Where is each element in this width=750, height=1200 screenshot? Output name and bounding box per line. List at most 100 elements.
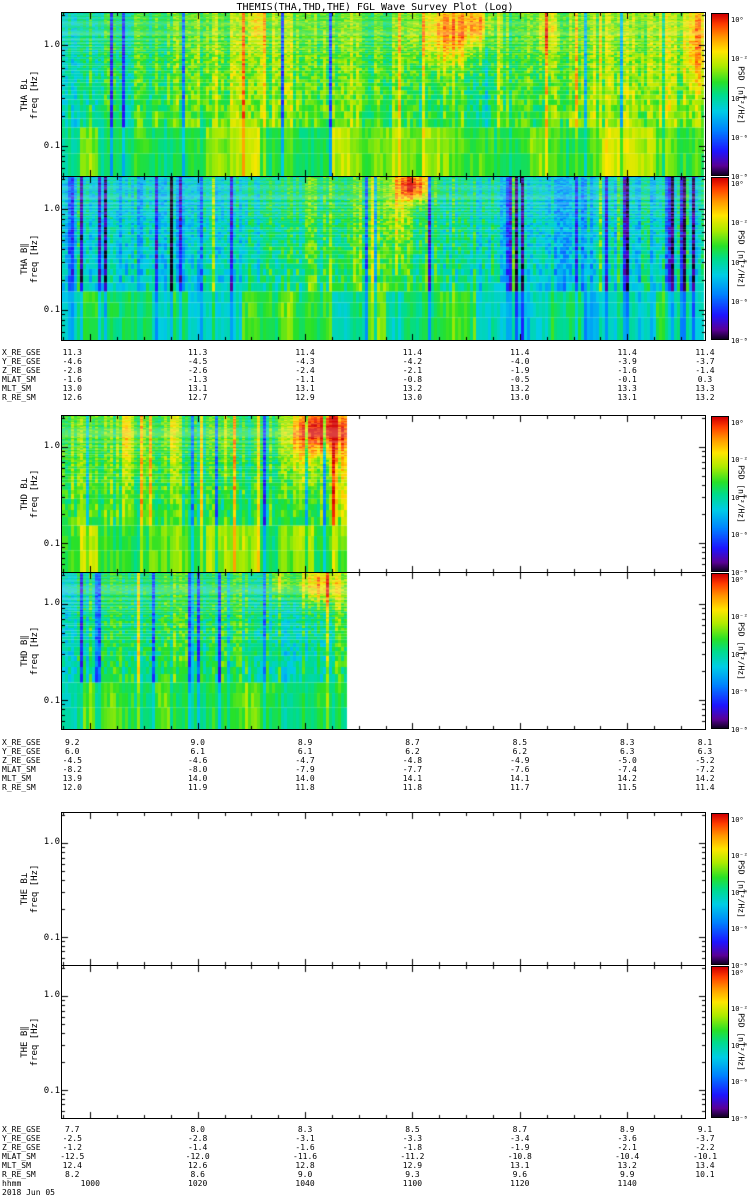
colorbar-tick-label: 10⁻⁴ bbox=[731, 1041, 748, 1050]
ephemeris-value: 13.1 bbox=[295, 384, 315, 393]
ephemeris-row: MLAT_SM -8.2 -8.0 -7.9 -7.7 -7.6 -7.4 -7.2 bbox=[0, 765, 750, 774]
colorbar bbox=[711, 813, 729, 965]
time-tick-label: 1040 bbox=[295, 1179, 315, 1188]
ephemeris-value: -0.1 bbox=[617, 375, 637, 384]
time-tick-label: 1100 bbox=[402, 1179, 423, 1188]
ephemeris-value: -4.5 bbox=[188, 357, 208, 366]
spectrogram-canvas bbox=[62, 13, 705, 176]
panel-y-label: THD B∥ freq [Hz] bbox=[20, 627, 40, 676]
ephemeris-value: -2.6 bbox=[188, 366, 208, 375]
panel-y-label: THA B∥ freq [Hz] bbox=[20, 234, 40, 283]
psd-axis-label: PSD [nT²/Hz] bbox=[736, 65, 746, 124]
spectrogram-panel-5 bbox=[61, 965, 706, 1119]
panel-component-label: THA B∥ bbox=[20, 242, 30, 275]
ephemeris-row-label: Z_RE_GSE bbox=[2, 756, 41, 765]
ephemeris-value: -0.5 bbox=[510, 375, 530, 384]
colorbar-tick-label: 10⁻⁶ bbox=[731, 688, 748, 697]
spectrogram-panel-4 bbox=[61, 812, 706, 966]
time-tick-label: 1020 bbox=[188, 1179, 208, 1188]
ephemeris-value: 9.2 bbox=[65, 738, 80, 747]
ephemeris-value: 12.6 bbox=[188, 1161, 208, 1170]
ephemeris-value: -11.2 bbox=[400, 1152, 425, 1161]
panel-component-label: THE B∥ bbox=[20, 1026, 30, 1058]
ephemeris-row-label: Z_RE_GSE bbox=[2, 1143, 41, 1152]
spectrogram-canvas bbox=[62, 416, 705, 572]
spectrogram-canvas bbox=[62, 813, 705, 965]
freq-axis-label: freq [Hz] bbox=[30, 864, 40, 914]
psd-axis-label: PSD [nT²/Hz] bbox=[736, 860, 746, 918]
ephemeris-value: -5.0 bbox=[617, 756, 637, 765]
ephemeris-row-label: R_RE_SM bbox=[2, 393, 36, 402]
ephemeris-value: 11.8 bbox=[402, 783, 423, 792]
ephemeris-row: Y_RE_GSE 6.0 6.1 6.1 6.2 6.2 6.3 6.3 bbox=[0, 747, 750, 756]
colorbar-tick-label: 10⁻⁸ bbox=[731, 962, 748, 970]
freq-tick-label-1hz: 1.0 bbox=[43, 441, 60, 452]
ephemeris-value: -7.9 bbox=[295, 765, 315, 774]
ephemeris-row: MLT_SM 13.9 14.0 14.0 14.1 14.1 14.2 14.2 bbox=[0, 774, 750, 783]
ephemeris-row-label: R_RE_SM bbox=[2, 1170, 36, 1179]
ephemeris-value: 12.8 bbox=[295, 1161, 315, 1170]
ephemeris-value: -2.2 bbox=[695, 1143, 715, 1152]
ephemeris-value: 13.1 bbox=[510, 1161, 530, 1170]
ephemeris-row: Y_RE_GSE -4.6 -4.5 -4.3 -4.2 -4.0 -3.9 -3.7 bbox=[0, 357, 750, 366]
ephemeris-value: 8.3 bbox=[297, 1125, 313, 1134]
ephemeris-row-label: X_RE_GSE bbox=[2, 1125, 41, 1134]
ephemeris-value: -2.4 bbox=[295, 366, 315, 375]
freq-tick-label-01hz: 0.1 bbox=[43, 305, 60, 316]
ephemeris-value: 13.2 bbox=[695, 393, 715, 402]
ephemeris-value: -4.5 bbox=[62, 756, 82, 765]
freq-tick-label-1hz: 1.0 bbox=[43, 990, 60, 1001]
time-tick-label: 1140 bbox=[617, 1179, 637, 1188]
time-axis-label: hhmm bbox=[2, 1179, 22, 1188]
ephemeris-value: 12.9 bbox=[402, 1161, 423, 1170]
ephemeris-value: 8.0 bbox=[190, 1125, 205, 1134]
ephemeris-value: -4.0 bbox=[510, 357, 530, 366]
ephemeris-value: 12.4 bbox=[62, 1161, 82, 1170]
ephemeris-value: -4.9 bbox=[510, 756, 530, 765]
ephemeris-row: R_RE_SM 12.0 11.9 11.8 11.8 11.7 11.5 11.4 bbox=[0, 783, 750, 792]
ephemeris-value: -7.2 bbox=[695, 765, 715, 774]
spectrogram-panel-0 bbox=[61, 12, 706, 177]
ephemeris-value: 9.0 bbox=[190, 738, 205, 747]
colorbar-tick-label: 10⁻² bbox=[731, 219, 748, 228]
colorbar-tick-label: 10⁻⁴ bbox=[731, 650, 748, 659]
plot-title: THEMIS(THA,THD,THE) FGL Wave Survey Plot… bbox=[236, 2, 514, 13]
colorbar-tick-label: 10⁻⁴ bbox=[731, 888, 748, 897]
colorbar-tick-label: 10⁰ bbox=[731, 968, 744, 977]
ephemeris-value: 14.0 bbox=[295, 774, 315, 783]
ephemeris-row: Y_RE_GSE -2.5 -2.8 -3.1 -3.3 -3.4 -3.6 -3.7 bbox=[0, 1134, 750, 1143]
ephemeris-value: -11.6 bbox=[293, 1152, 318, 1161]
ephemeris-value: -8.0 bbox=[188, 765, 208, 774]
ephemeris-value: 11.9 bbox=[188, 783, 208, 792]
spectrogram-canvas bbox=[62, 966, 705, 1118]
ephemeris-value: 13.4 bbox=[695, 1161, 715, 1170]
ephemeris-row: Z_RE_GSE -2.8 -2.6 -2.4 -2.1 -1.9 -1.6 -1.4 bbox=[0, 366, 750, 375]
ephemeris-value: 11.8 bbox=[295, 783, 315, 792]
panel-y-label: THE B∥ freq [Hz] bbox=[20, 1018, 40, 1067]
ephemeris-value: 9.1 bbox=[697, 1125, 713, 1134]
ephemeris-value: -1.6 bbox=[295, 1143, 315, 1152]
ephemeris-value: -5.2 bbox=[695, 756, 715, 765]
ephemeris-value: 6.2 bbox=[405, 747, 420, 756]
ephemeris-value: -12.0 bbox=[185, 1152, 210, 1161]
freq-tick-label-1hz: 1.0 bbox=[43, 39, 60, 50]
ephemeris-value: -2.8 bbox=[62, 366, 82, 375]
colorbar-gradient bbox=[712, 14, 728, 175]
ephemeris-value: 13.3 bbox=[695, 384, 715, 393]
ephemeris-row-label: MLT_SM bbox=[2, 384, 31, 393]
ephemeris-value: 11.4 bbox=[295, 348, 315, 357]
ephemeris-value: 7.7 bbox=[65, 1125, 80, 1134]
freq-axis-label: freq [Hz] bbox=[30, 469, 40, 519]
ephemeris-value: -1.4 bbox=[188, 1143, 208, 1152]
ephemeris-value: 13.0 bbox=[402, 393, 423, 402]
colorbar-tick-label: 10⁻⁶ bbox=[731, 531, 748, 540]
ephemeris-row-label: Y_RE_GSE bbox=[2, 357, 41, 366]
ephemeris-value: 14.0 bbox=[188, 774, 208, 783]
ephemeris-row: R_RE_SM 8.2 8.6 9.0 9.3 9.6 9.9 10.1 bbox=[0, 1170, 750, 1179]
spectrogram-panel-1 bbox=[61, 176, 706, 341]
ephemeris-value: -2.5 bbox=[62, 1134, 82, 1143]
ephemeris-value: 13.3 bbox=[617, 384, 637, 393]
ephemeris-value: -4.6 bbox=[62, 357, 82, 366]
colorbar bbox=[711, 13, 729, 176]
ephemeris-row-label: MLAT_SM bbox=[2, 1152, 36, 1161]
